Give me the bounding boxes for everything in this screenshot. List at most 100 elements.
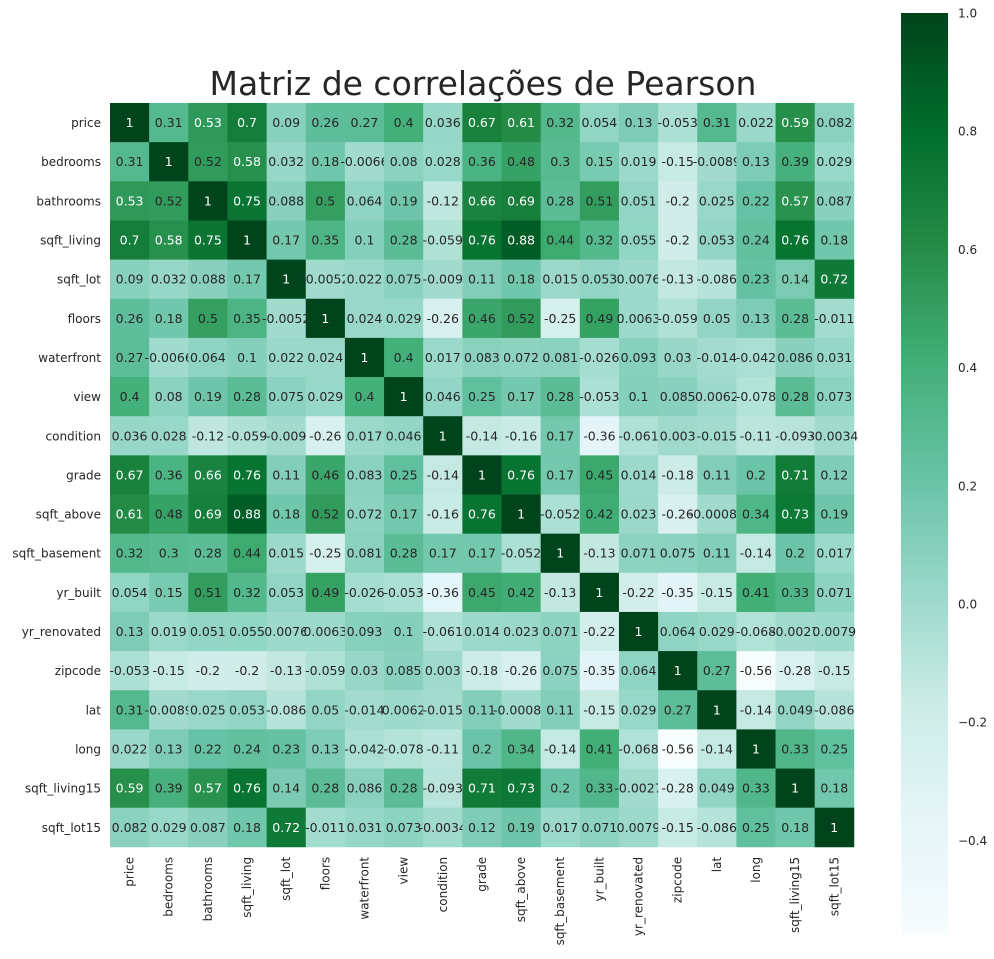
- cell-value-label: -0.059: [227, 428, 267, 443]
- x-tick-label: view: [397, 857, 411, 885]
- cell-value-label: 0.67: [468, 115, 496, 130]
- cell-value-label: -0.086: [814, 702, 854, 717]
- cell-value-label: 0.13: [742, 154, 770, 169]
- heatmap-cell: [227, 377, 267, 417]
- cell-value-label: 0.046: [425, 389, 461, 404]
- cell-value-label: -0.078: [383, 741, 423, 756]
- heatmap-cell: [344, 690, 385, 730]
- cell-value-label: 0.017: [425, 350, 461, 365]
- heatmap-cell: [618, 572, 659, 613]
- cell-value-label: -0.011: [814, 311, 854, 326]
- cell-value-label: 0.083: [464, 350, 500, 365]
- y-tick-label: floors: [68, 312, 101, 326]
- heatmap-cell: [814, 416, 855, 456]
- heatmap-cell: [697, 298, 737, 339]
- cell-value-label: 0.081: [542, 350, 578, 365]
- heatmap-cell: [266, 455, 307, 495]
- heatmap-cell: [110, 690, 150, 730]
- cell-value-label: -0.15: [662, 154, 694, 169]
- heatmap-cell: [814, 768, 855, 809]
- cell-value-label: -0.059: [423, 233, 463, 248]
- heatmap-cell: [384, 298, 424, 339]
- heatmap-cell: [540, 572, 581, 613]
- colorbar-tick-label: 0.4: [958, 361, 977, 375]
- heatmap-cell: [227, 220, 267, 260]
- heatmap-cell: [110, 416, 150, 456]
- heatmap-cell: [305, 142, 346, 182]
- heatmap-cell: [305, 651, 346, 691]
- heatmap-cell: [814, 181, 855, 221]
- cell-value-label: -0.086: [266, 702, 306, 717]
- heatmap-cell: [344, 651, 385, 691]
- cell-value-label: 0.88: [233, 507, 261, 522]
- heatmap-cell: [501, 494, 542, 535]
- heatmap-cell: [618, 768, 659, 809]
- heatmap-cell: [579, 181, 620, 221]
- heatmap-cell: [658, 337, 698, 378]
- heatmap-cell: [110, 651, 150, 691]
- cell-value-label: 0.51: [585, 193, 613, 208]
- heatmap-cell: [540, 768, 581, 809]
- cell-value-label: -0.36: [583, 428, 615, 443]
- heatmap-cell: [814, 494, 855, 535]
- cell-value-label: 1: [595, 585, 603, 600]
- colorbar-tick-label: 1.0: [958, 7, 977, 21]
- heatmap-cell: [110, 807, 150, 848]
- heatmap-cell: [462, 690, 502, 730]
- cell-value-label: 0.31: [703, 115, 731, 130]
- heatmap-cell: [618, 220, 659, 260]
- cell-value-label: 0.028: [425, 154, 461, 169]
- cell-value-label: -0.0066: [145, 350, 193, 365]
- heatmap-cell: [305, 259, 346, 300]
- cell-value-label: 0.23: [742, 272, 770, 287]
- cell-value-label: 0.036: [425, 115, 461, 130]
- cell-value-label: -0.14: [427, 467, 459, 482]
- heatmap-cell: [697, 416, 737, 456]
- heatmap-cell: [775, 416, 816, 456]
- heatmap-cell: [736, 807, 776, 848]
- heatmap-cell: [266, 494, 307, 535]
- heatmap-cell: [384, 142, 424, 182]
- heatmap-cell: [110, 220, 150, 260]
- cell-value-label: 0.28: [781, 389, 809, 404]
- heatmap-cell: [540, 142, 581, 182]
- heatmap-cell: [344, 259, 385, 300]
- cell-value-label: 0.071: [621, 546, 657, 561]
- cell-value-label: 0.61: [507, 115, 535, 130]
- heatmap-cell: [736, 298, 776, 339]
- heatmap-cell: [501, 807, 542, 848]
- heatmap-cell: [305, 729, 346, 769]
- heatmap-cell: [149, 337, 189, 378]
- cell-value-label: 0.13: [155, 741, 183, 756]
- heatmap-cell: [618, 455, 659, 495]
- cell-value-label: -0.25: [544, 311, 576, 326]
- cell-value-label: -0.26: [662, 507, 694, 522]
- heatmap-cell: [266, 220, 307, 260]
- heatmap-cell: [149, 298, 189, 339]
- cell-value-label: 0.14: [781, 272, 809, 287]
- y-tick-label: sqft_living: [40, 234, 101, 248]
- cell-value-label: 0.4: [355, 389, 375, 404]
- heatmap-cell: [618, 494, 659, 535]
- cell-value-label: 0.33: [585, 781, 613, 796]
- heatmap-cell: [814, 807, 855, 848]
- cell-value-label: 0.017: [347, 428, 383, 443]
- heatmap-cell: [266, 337, 307, 378]
- cell-value-label: 0.028: [151, 428, 187, 443]
- heatmap-cell: [344, 807, 385, 848]
- heatmap-cell: [344, 729, 385, 769]
- cell-value-label: -0.35: [662, 585, 694, 600]
- cell-value-label: 0.025: [190, 702, 226, 717]
- cell-value-label: 1: [204, 193, 212, 208]
- cell-value-label: -0.2: [665, 193, 689, 208]
- heatmap-cell: [384, 377, 424, 417]
- cell-value-label: 0.19: [390, 193, 418, 208]
- cell-value-label: 0.075: [268, 389, 304, 404]
- heatmap-cell: [501, 533, 542, 574]
- heatmap-cell: [266, 768, 307, 809]
- heatmap-cell: [188, 298, 228, 339]
- cell-value-label: 0.13: [311, 741, 339, 756]
- cell-value-label: 0.023: [621, 507, 657, 522]
- heatmap-cell: [814, 259, 855, 300]
